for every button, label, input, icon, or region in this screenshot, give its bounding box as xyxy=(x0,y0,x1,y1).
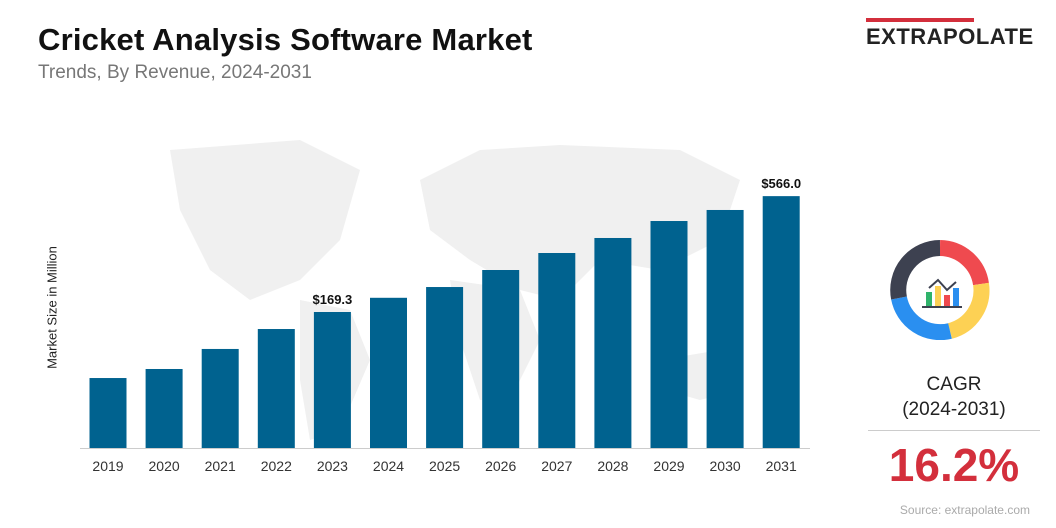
x-tick-label: 2021 xyxy=(205,458,236,474)
bar-2029 xyxy=(650,221,688,448)
bar-2019 xyxy=(89,378,127,448)
x-tick-label: 2024 xyxy=(373,458,404,474)
cagr-value: 16.2% xyxy=(888,439,1020,491)
logo-accent-bar xyxy=(866,18,974,22)
bar-chart: 2019 2020 2021 2022 2023 $169.3 2024 2025 2026 20… xyxy=(80,140,810,474)
x-tick-label: 2031 xyxy=(766,458,797,474)
x-tick-label: 2030 xyxy=(710,458,741,474)
x-tick-label: 2020 xyxy=(149,458,180,474)
x-tick-label: 2029 xyxy=(653,458,684,474)
analytics-donut-icon xyxy=(890,240,990,340)
bar-2026 xyxy=(482,270,520,448)
chart-subtitle: Trends, By Revenue, 2024-2031 xyxy=(38,62,312,83)
source-note: Source: extrapolate.com xyxy=(899,503,1030,517)
x-tick-label: 2025 xyxy=(429,458,460,474)
cagr-divider xyxy=(868,430,1040,431)
bar-2021 xyxy=(201,348,239,448)
x-tick-label: 2028 xyxy=(597,458,628,474)
bar-2025 xyxy=(426,287,464,448)
data-label-2031: $566.0 xyxy=(761,176,801,191)
bar-2031 xyxy=(762,196,800,448)
bar-2028 xyxy=(594,237,632,448)
bar-2020 xyxy=(145,368,183,448)
x-tick-label: 2023 xyxy=(317,458,348,474)
extrapolate-logo: EXTRAPOLATE xyxy=(866,18,1038,50)
logo-text: EXTRAPOLATE xyxy=(866,24,1034,49)
x-tick-label: 2026 xyxy=(485,458,516,474)
bar-2023 xyxy=(313,312,351,448)
x-tick-label: 2027 xyxy=(541,458,572,474)
data-label-2023: $169.3 xyxy=(313,292,353,307)
bar-2022 xyxy=(257,329,295,448)
bar-2027 xyxy=(538,253,576,448)
x-tick-label: 2022 xyxy=(261,458,292,474)
x-tick-label: 2019 xyxy=(92,458,123,474)
chart-title: Cricket Analysis Software Market xyxy=(38,22,533,57)
bar-2030 xyxy=(706,209,744,448)
cagr-label-title: CAGR xyxy=(926,374,982,395)
cagr-label-period: (2024-2031) xyxy=(902,399,1006,420)
bar-2024 xyxy=(370,297,407,448)
cagr-label: CAGR (2024-2031) xyxy=(868,372,1040,422)
